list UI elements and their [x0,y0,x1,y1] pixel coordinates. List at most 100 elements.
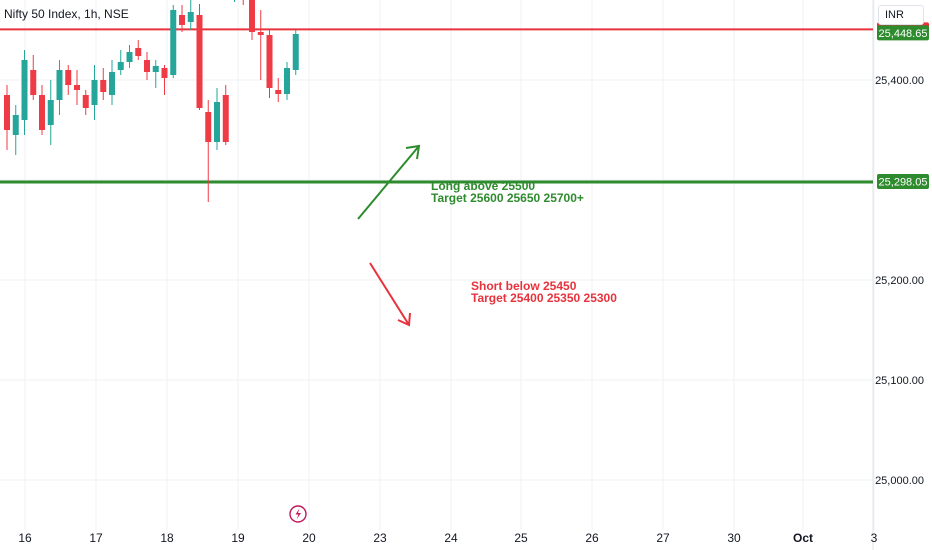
candle [56,60,63,115]
time-axis: 16 17 18 19 20 23 24 25 26 27 30 Oct 3 [18,531,877,545]
candle-body [292,34,299,70]
candle [257,10,264,80]
candle [196,4,203,110]
candle-body [65,70,72,85]
candle-body [4,95,10,130]
candle [117,50,124,75]
candle [82,90,89,115]
candle [30,55,37,100]
candle-body [179,15,185,25]
horizontal-levels [0,28,873,184]
short-arrow [369,262,411,327]
candle [65,65,72,95]
candle [292,30,299,75]
y-tick-label: 25,200.00 [875,275,924,287]
candle-body [117,62,124,70]
price-axis: 25,000.0025,100.0025,200.0025,400.0025,6… [875,75,924,487]
symbol-title[interactable]: Nifty 50 Index, 1h, NSE [4,7,129,21]
x-tick-label: 30 [727,531,741,545]
candle [39,85,45,135]
candle [91,65,98,120]
candle-body [275,90,282,94]
x-tick-label: 23 [373,531,387,545]
candle [47,80,54,145]
x-tick-label: Oct [793,531,813,545]
candle-body [222,95,229,142]
x-tick-label: 16 [18,531,32,545]
candle [284,62,290,100]
x-tick-label: 24 [444,531,458,545]
candle [205,100,212,202]
candle [234,0,235,2]
price-badge-label: 25,448.65 [879,28,928,40]
candle [242,0,244,5]
price-badge-bg [877,25,929,41]
x-tick-label: 26 [585,531,599,545]
x-tick-label: 18 [160,531,174,545]
y-tick-label: 25,000.00 [875,475,924,487]
long-annotation-line-2: Target 25600 25650 25700+ [431,191,584,205]
short-annotation-line-2: Target 25400 25350 25300 [471,291,617,305]
lightning-bolt-icon[interactable] [289,505,307,523]
candle-body [82,95,89,108]
candle-body [257,32,264,35]
candle-body [284,68,290,94]
candle-body [126,52,133,62]
candle-body [249,0,255,32]
x-tick-label: 17 [89,531,103,545]
candle-body [12,115,19,135]
candle-body [109,72,115,95]
candle [275,78,282,102]
candle [4,85,10,150]
candle-body [135,48,142,56]
long-annotation-line-1: Long above 25500 [431,179,536,193]
candle [170,5,177,78]
candle [109,60,115,105]
candle [100,68,107,100]
candle [266,30,273,98]
candle [249,0,255,40]
candle-body [74,85,80,90]
candle [74,70,80,105]
candle-body [56,70,63,100]
candle [187,0,194,30]
price-badge-label: 25,298.05 [879,176,928,188]
candle-body [161,68,168,78]
level-price-badges: 25,701.3025,500.6525,450.6025,448.6525,2… [877,22,929,189]
x-tick-label: 27 [656,531,670,545]
candle-body [144,60,150,72]
candlesticks [4,0,299,202]
chart-grid [0,0,875,530]
candle-body [214,102,220,142]
currency-selector[interactable]: INR [878,5,924,25]
candle-body [152,66,159,72]
y-tick-label: 25,400.00 [875,75,924,87]
candle [222,85,229,145]
price-badge: 25,298.05 [877,173,929,189]
x-tick-label: 25 [514,531,528,545]
short-annotation-line-1: Short below 25450 [471,279,577,293]
candle-body [39,95,45,130]
candle-body [196,15,203,108]
long-annotation: Long above 25500 Target 25600 25650 2570… [431,180,584,204]
price-badge: 25,448.65 [877,25,929,41]
x-tick-label: 20 [302,531,316,545]
candle-body [91,80,98,105]
candle-body [21,60,28,120]
candle [144,52,150,80]
candle [152,60,159,88]
short-annotation: Short below 25450 Target 25400 25350 253… [471,280,617,304]
candle [161,65,168,95]
candle [214,88,220,150]
candle [12,105,19,155]
candle-body [170,10,177,75]
annotation-arrows [357,144,421,327]
candle [135,40,142,60]
candle-body [30,70,37,95]
x-tick-label: 19 [231,531,245,545]
candle-body [47,100,54,125]
candle-body [187,12,194,22]
long-arrow [357,144,421,220]
x-tick-label: 3 [871,531,878,545]
